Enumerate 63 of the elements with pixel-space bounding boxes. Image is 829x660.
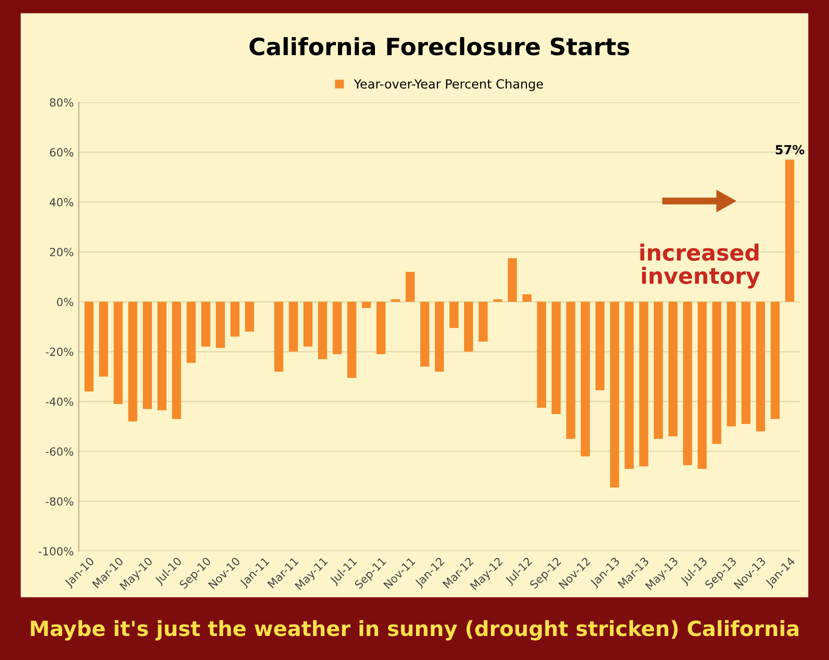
bar (288, 302, 298, 352)
bar (216, 302, 225, 348)
bar (522, 294, 532, 302)
bar (172, 302, 182, 419)
bar (332, 302, 342, 354)
bar (84, 302, 94, 392)
bar (157, 302, 166, 410)
bar (434, 302, 444, 372)
bar (552, 302, 561, 414)
bar (420, 302, 430, 367)
bar (654, 302, 663, 439)
y-tick-label: 0% (57, 298, 74, 306)
bar (770, 302, 780, 419)
bar (128, 302, 138, 422)
bar (274, 302, 284, 372)
y-tick-label: 20% (50, 248, 74, 256)
bar (464, 302, 474, 352)
bar (580, 302, 590, 456)
bar (99, 302, 108, 377)
bar (318, 302, 328, 360)
bar (785, 160, 794, 302)
bar (698, 302, 707, 469)
bar (201, 302, 210, 347)
bar (142, 302, 152, 409)
y-tick-label: -60% (46, 447, 74, 456)
text: Maybe it's just the weather in sunny (drought stricken) California (30, 620, 798, 640)
y-tick-label: -40% (46, 397, 74, 406)
bar (406, 272, 415, 302)
y-tick-label: -100% (38, 547, 74, 556)
bar (624, 302, 634, 469)
y-tick-label: 80% (50, 98, 74, 107)
y-tick-label: 60% (50, 148, 74, 157)
y-tick-label: -20% (46, 348, 74, 356)
y-tick-label: -80% (46, 497, 74, 506)
bar (756, 302, 766, 432)
bar (449, 302, 458, 328)
bar (230, 302, 240, 337)
bar (391, 299, 400, 302)
data-label: 57% (776, 144, 804, 154)
bar (668, 302, 678, 436)
bar (508, 258, 517, 302)
bar (537, 302, 546, 408)
bar (376, 302, 386, 354)
annotation: increased inventory (640, 244, 760, 289)
bar (639, 302, 648, 466)
legend-label: Year-over-Year Percent Change (354, 78, 543, 92)
bar (362, 302, 371, 308)
bar (245, 302, 254, 332)
bar (595, 302, 604, 390)
bar (493, 299, 502, 302)
y-tick-label: 40% (50, 198, 74, 206)
bar (186, 302, 196, 363)
bar (610, 302, 620, 488)
chart-title: California Foreclosure Starts (250, 37, 630, 56)
bar (712, 302, 722, 444)
bar (347, 302, 356, 378)
bar (683, 302, 692, 466)
bar (303, 302, 312, 347)
bar (726, 302, 736, 426)
bar (741, 302, 750, 424)
bar (478, 302, 488, 342)
bar (566, 302, 576, 439)
bar (114, 302, 123, 404)
